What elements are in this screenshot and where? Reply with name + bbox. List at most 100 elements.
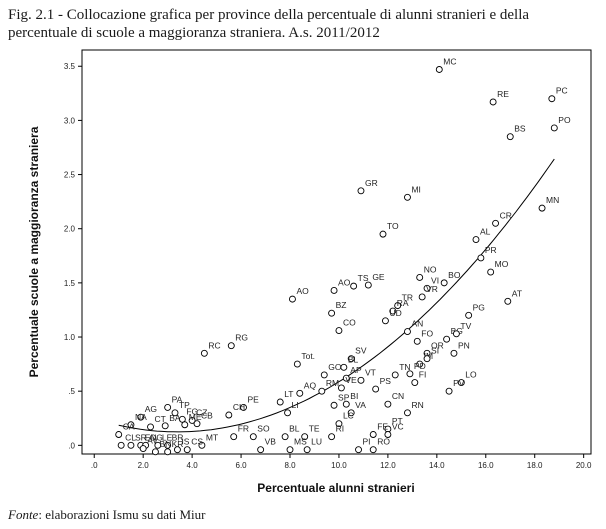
point-label: PC [556,86,568,96]
point-label: RA [397,298,409,308]
point-label: Tot. [301,351,315,361]
x-tick-label: 14.0 [429,461,445,470]
fit-curve [118,158,555,433]
data-point [372,385,380,393]
data-point [171,409,179,417]
data-point [416,360,424,368]
data-point [452,330,460,338]
data-point [413,337,421,345]
point-label: TS [358,273,369,283]
data-point [117,441,125,449]
data-point [164,448,172,456]
data-point [369,431,377,438]
point-label: VT [365,367,376,377]
point-label: SI [431,346,439,356]
point-label: GO [328,362,342,372]
figure-number: Fig. 2.1 - [8,7,67,23]
data-point [330,287,338,294]
data-point [127,441,135,449]
point-label: PA [172,394,183,404]
point-label: PI [363,437,371,447]
point-label: SP [338,392,350,402]
data-point [200,349,208,357]
data-point [289,295,296,303]
data-point [127,421,135,429]
data-point [423,284,431,292]
data-point [350,282,358,290]
x-tick-label: 18.0 [527,461,543,470]
point-label: SR [135,432,147,442]
point-label: LO [465,370,477,380]
data-point [379,230,387,238]
data-point [225,411,233,419]
point-label: VB [265,437,277,447]
y-axis-title: Percentuale scuole a maggioranza stranie… [27,126,41,377]
data-point [161,422,169,430]
y-tick-label: .5 [68,387,75,396]
point-label: LU [311,437,322,447]
data-point [296,389,304,397]
data-point [249,433,257,441]
point-label: VR [426,284,438,294]
data-point [183,446,191,454]
data-point [445,387,453,395]
point-label: LC [343,411,354,421]
data-point [355,446,362,454]
plot-frame [81,49,592,455]
data-point [320,371,328,379]
point-label: BR [172,432,184,442]
point-label: ME [189,412,202,422]
data-point [347,409,355,417]
data-point [286,446,294,454]
point-label: TV [460,321,471,331]
x-tick-label: 6.0 [236,461,248,470]
point-label: VC [392,422,404,432]
point-label: MC [443,56,456,66]
data-point [406,370,414,378]
data-point [465,311,473,319]
data-point [342,400,350,408]
point-label: PT [392,416,403,426]
point-label: MS [294,437,307,447]
point-label: RG [235,333,248,343]
point-label: TE [309,424,320,434]
data-point [404,193,411,201]
point-label: AQ [304,380,317,390]
point-label: RI [336,424,345,434]
point-label: AG [145,404,157,414]
point-label: PN [458,340,470,350]
data-point [164,441,172,449]
point-label: LE [162,432,173,442]
data-point [391,371,399,379]
data-point [472,236,480,243]
point-label: CZ [196,407,207,417]
x-tick-label: 16.0 [478,461,494,470]
figure-title: Collocazione grafica per province della … [8,7,530,41]
point-label: BZ [336,300,347,310]
data-point [357,187,365,195]
x-tick-label: 8.0 [284,461,296,470]
data-point [357,376,365,384]
point-label: PG [473,302,485,312]
data-point [164,403,172,411]
point-label: MO [495,259,509,269]
data-point [404,328,411,336]
data-point [404,409,411,417]
data-point [411,379,419,386]
point-label: MN [546,195,559,205]
point-label: BN [159,439,171,449]
point-label: BL [348,354,359,364]
point-label: MI [411,184,420,194]
point-label: PE [248,394,260,404]
point-label: BO [448,270,461,280]
point-label: TO [387,221,399,231]
point-label: CN [392,391,404,401]
data-point [538,204,546,212]
data-point [389,307,397,315]
source-label: Fonte [8,507,39,522]
source-note: Fonte: elaborazioni Ismu su dati Miur [8,507,206,523]
data-point [394,302,402,310]
point-label: RO [377,437,390,447]
